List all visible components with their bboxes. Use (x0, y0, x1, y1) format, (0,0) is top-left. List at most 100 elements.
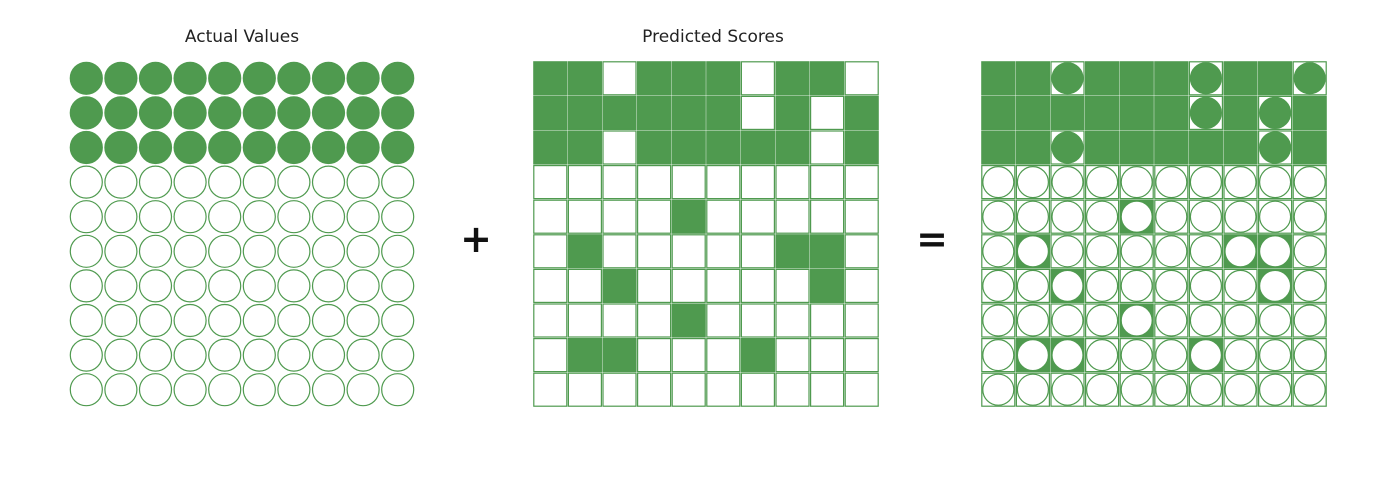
actual-cell (311, 303, 346, 338)
actual-cell (104, 269, 138, 303)
actual-cell (173, 338, 207, 372)
combined-cell (1154, 268, 1189, 303)
predicted-cell (775, 199, 810, 234)
actual-cell (381, 96, 415, 130)
actual-cell (277, 338, 311, 372)
actual-cell (208, 269, 242, 303)
combined-square (1154, 61, 1189, 96)
combined-cell (1257, 372, 1293, 407)
combined-cell (1050, 372, 1085, 407)
combined-circle (1224, 339, 1257, 372)
predicted-cell (671, 338, 706, 373)
combined-cell (1154, 234, 1189, 269)
predicted-cell (567, 372, 603, 407)
combined-square (1119, 95, 1154, 131)
combined-cell (1084, 130, 1120, 165)
combined-cell (1050, 338, 1085, 373)
predicted-cell (740, 61, 776, 96)
combined-cell (1050, 61, 1085, 96)
actual-cell (104, 303, 138, 338)
combined-cell (1257, 130, 1293, 165)
predicted-cell (533, 199, 568, 234)
combined-circle (1189, 166, 1223, 199)
combined-cell (1084, 372, 1120, 407)
plus-operator: + (460, 217, 492, 261)
actual-cell (69, 200, 103, 234)
actual-cell (138, 338, 173, 372)
predicted-cell (809, 165, 845, 200)
actual-cell (311, 373, 346, 407)
actual-cell (138, 234, 173, 268)
actual-cell (311, 200, 346, 234)
combined-cell (1119, 268, 1154, 303)
combined-cell (1050, 130, 1085, 165)
combined-result-grid (981, 61, 1327, 407)
combined-circle (1016, 373, 1050, 406)
predicted-cell (533, 95, 568, 131)
combined-cell (1050, 303, 1085, 338)
actual-cell (242, 130, 276, 165)
actual-cell (277, 269, 311, 303)
combined-circle (1085, 373, 1119, 406)
combined-cell (1223, 130, 1258, 165)
actual-cell (346, 61, 380, 95)
actual-cell (208, 200, 242, 234)
combined-cell (981, 268, 1016, 303)
combined-cell (1188, 61, 1224, 96)
actual-cell (381, 165, 415, 199)
actual-cell (381, 303, 415, 338)
combined-circle (1258, 269, 1292, 302)
combined-circle (1258, 235, 1292, 268)
combined-cell (1015, 234, 1051, 269)
actual-cell (69, 269, 103, 303)
actual-cell (346, 338, 380, 372)
actual-cell (208, 130, 242, 165)
predicted-cell (671, 268, 706, 303)
predicted-cell (671, 165, 706, 200)
actual-cell (311, 61, 346, 95)
combined-cell (1223, 268, 1258, 303)
combined-cell (1223, 95, 1258, 131)
predicted-cell (844, 268, 879, 303)
combined-cell (1292, 372, 1327, 407)
combined-circle (1085, 339, 1119, 372)
combined-cell (1015, 372, 1051, 407)
actual-cell (104, 61, 138, 95)
combined-circle (1224, 235, 1257, 268)
predicted-cell (567, 61, 603, 96)
actual-cell (208, 96, 242, 130)
combined-square (1119, 130, 1154, 165)
predicted-cell (671, 303, 706, 338)
predicted-cell (740, 338, 776, 373)
actual-cell (173, 200, 207, 234)
actual-cell (208, 234, 242, 268)
predicted-cell (809, 95, 845, 131)
predicted-cell (775, 165, 810, 200)
predicted-cell (567, 234, 603, 269)
predicted-cell (844, 234, 879, 269)
combined-cell (1257, 268, 1293, 303)
predicted-cell (740, 95, 776, 131)
combined-square (1223, 130, 1258, 165)
combined-circle (1016, 304, 1050, 337)
combined-circle (1051, 166, 1084, 199)
combined-circle (1120, 339, 1153, 372)
combined-cell (981, 165, 1016, 200)
combined-circle (1224, 373, 1257, 406)
actual-cell (69, 130, 103, 165)
combined-circle (1051, 339, 1084, 372)
actual-cell (173, 165, 207, 199)
combined-cell (981, 95, 1016, 131)
combined-square (1015, 61, 1051, 96)
combined-square (1015, 130, 1051, 165)
actual-cell (69, 373, 103, 407)
predicted-cell (567, 165, 603, 200)
predicted-cell (775, 372, 810, 407)
predicted-cell (706, 338, 741, 373)
combined-square (1223, 95, 1258, 131)
combined-circle (1051, 131, 1084, 164)
combined-circle (1120, 304, 1153, 337)
combined-cell (1292, 199, 1327, 234)
combined-circle (1085, 200, 1119, 233)
predicted-cell (636, 372, 672, 407)
